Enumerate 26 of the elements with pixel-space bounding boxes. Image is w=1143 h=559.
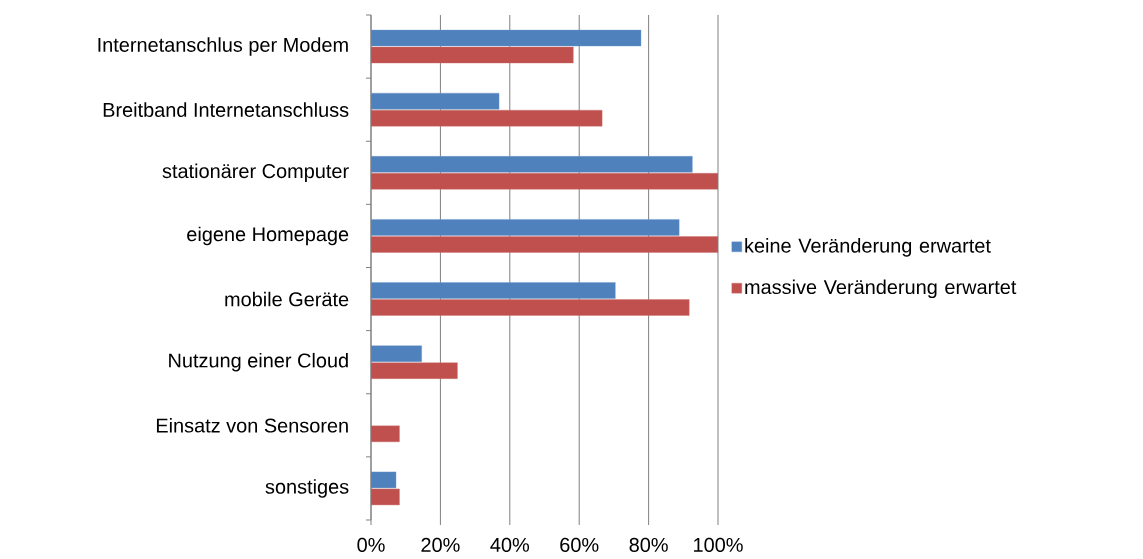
x-tick-label: 40% xyxy=(490,538,530,553)
y-tick-label: stationärer Computer xyxy=(162,163,349,183)
x-tick-label: 100% xyxy=(694,538,743,553)
bar xyxy=(371,236,719,253)
y-tick-label: Internetanschlus per Modem xyxy=(98,37,348,57)
y-tick-label: Nutzung einer Cloud xyxy=(169,353,348,372)
bar xyxy=(371,345,422,363)
x-tick-label: 80% xyxy=(629,538,668,553)
bar xyxy=(371,282,616,299)
y-tick-label: mobile Geräte xyxy=(225,291,349,307)
bar xyxy=(371,299,690,316)
y-tick-label: Einsatz von Sensoren xyxy=(156,418,348,433)
bar xyxy=(371,219,680,236)
bar xyxy=(371,93,500,110)
bar xyxy=(371,173,719,190)
y-tick-label: sonstiges xyxy=(265,479,349,498)
legend-label: massive Veränderung erwartet xyxy=(745,279,1017,299)
legend-label: keine Veränderung erwartet xyxy=(745,238,991,257)
y-tick-label: eigene Homepage xyxy=(187,226,349,246)
bar xyxy=(371,362,458,380)
y-tick-label: Breitband Internetanschluss xyxy=(103,102,349,118)
x-tick-label: 20% xyxy=(421,538,460,553)
x-tick-label: 60% xyxy=(560,538,599,553)
x-tick-label: 0% xyxy=(357,538,385,553)
bar xyxy=(371,110,603,127)
bar xyxy=(371,156,693,173)
